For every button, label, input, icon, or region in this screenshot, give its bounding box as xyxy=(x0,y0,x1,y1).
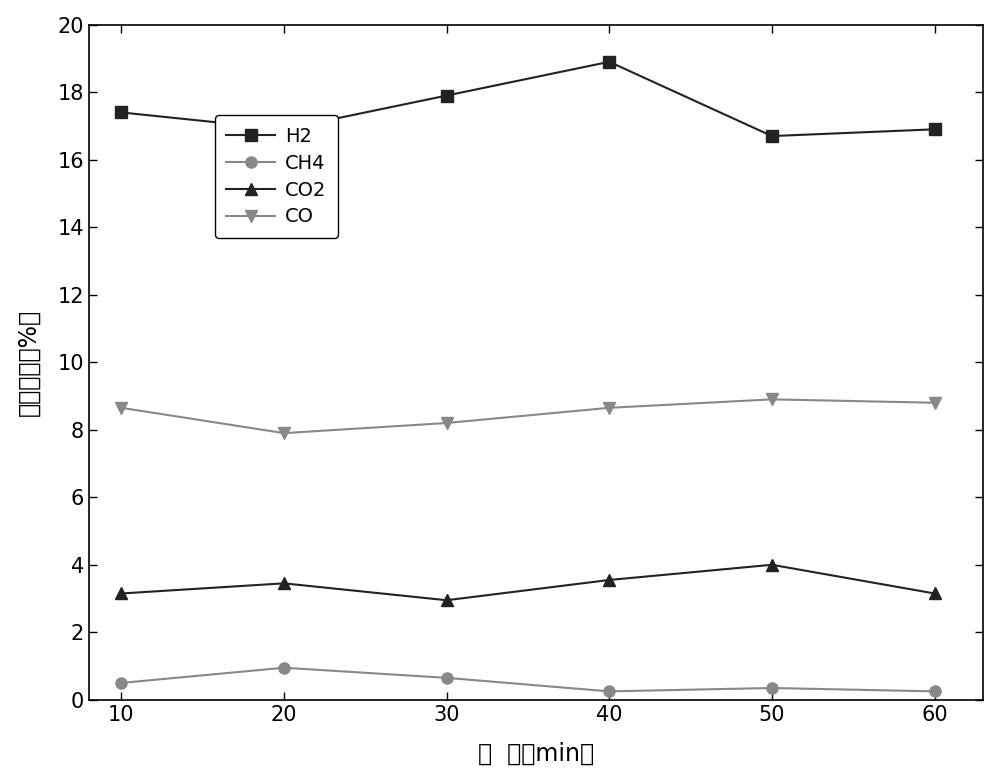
CH4 xyxy=(603,687,615,696)
CO2 xyxy=(766,560,778,569)
Line: CO2: CO2 xyxy=(116,559,940,606)
CO xyxy=(766,395,778,404)
Line: CH4: CH4 xyxy=(116,662,940,697)
X-axis label: 时  间（min）: 时 间（min） xyxy=(478,741,594,766)
H2 xyxy=(115,108,127,117)
H2 xyxy=(766,131,778,141)
Line: CO: CO xyxy=(116,394,940,439)
Y-axis label: 气体产品（%）: 气体产品（%） xyxy=(17,309,41,416)
CH4 xyxy=(278,663,290,673)
CH4 xyxy=(115,678,127,687)
CH4 xyxy=(929,687,941,696)
H2 xyxy=(603,57,615,66)
H2 xyxy=(929,124,941,134)
Line: H2: H2 xyxy=(116,56,940,142)
Legend: H2, CH4, CO2, CO: H2, CH4, CO2, CO xyxy=(215,116,338,238)
CO xyxy=(115,403,127,412)
CO xyxy=(278,429,290,438)
CH4 xyxy=(766,683,778,693)
CO xyxy=(603,403,615,412)
CH4 xyxy=(441,673,453,683)
CO2 xyxy=(115,589,127,598)
CO xyxy=(929,398,941,407)
H2 xyxy=(278,124,290,134)
CO2 xyxy=(278,579,290,588)
CO2 xyxy=(441,596,453,605)
CO2 xyxy=(929,589,941,598)
H2 xyxy=(441,91,453,100)
CO2 xyxy=(603,576,615,585)
CO xyxy=(441,418,453,428)
